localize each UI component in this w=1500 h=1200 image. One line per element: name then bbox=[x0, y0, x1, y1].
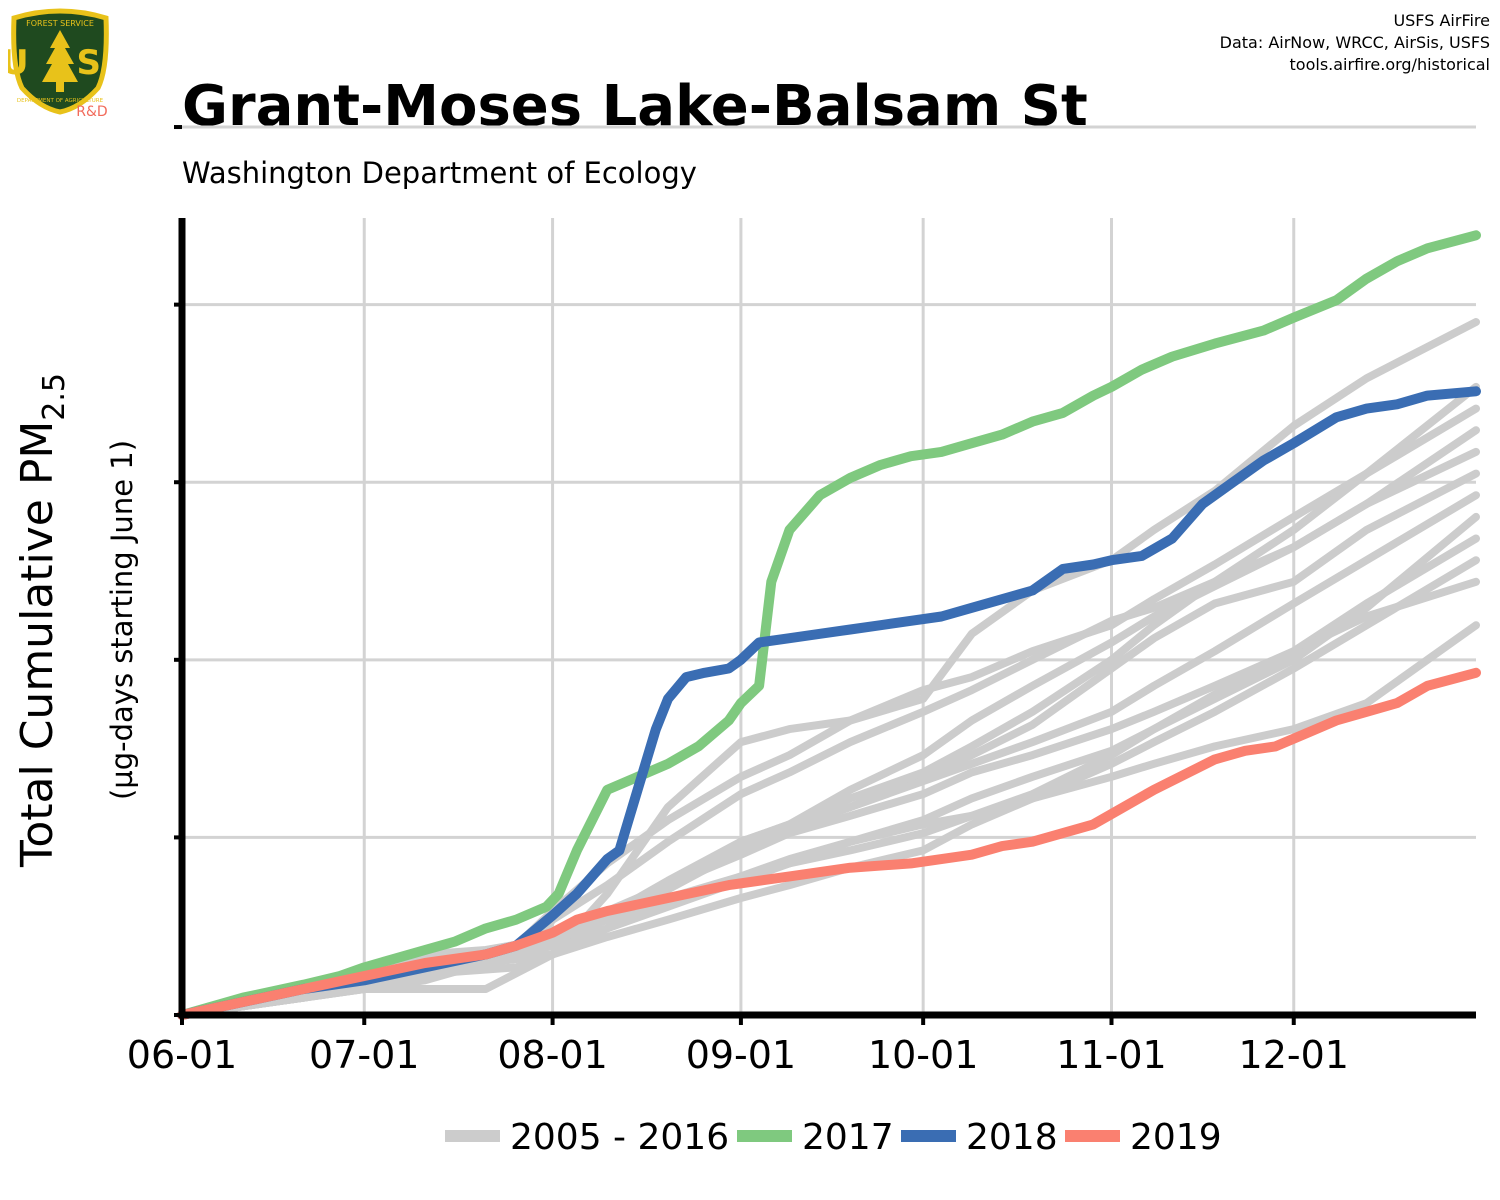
x-tick-label: 12-01 bbox=[1239, 1033, 1349, 1077]
credit-line: Data: AirNow, WRCC, AirSis, USFS bbox=[1219, 33, 1490, 52]
axes bbox=[174, 125, 1476, 1025]
y-axis-label-main: Total Cumulative PM bbox=[12, 421, 63, 868]
credits-block: USFS AirFire Data: AirNow, WRCC, AirSis,… bbox=[1220, 10, 1490, 76]
y-axis-label-sub: 2.5 bbox=[37, 373, 72, 421]
x-tick-label: 09-01 bbox=[686, 1033, 796, 1077]
chart-subtitle: Washington Department of Ecology bbox=[182, 156, 697, 190]
highlight-lines bbox=[177, 230, 1481, 1020]
x-tick-label: 06-01 bbox=[127, 1033, 237, 1077]
legend-label: 2005 - 2016 bbox=[510, 1117, 729, 1158]
y-axis-label: Total Cumulative PM2.5 bbox=[12, 373, 72, 868]
legend-label: 2019 bbox=[1130, 1117, 1222, 1158]
series-line-2018 bbox=[177, 386, 1481, 1020]
logo-letters: U S bbox=[8, 43, 112, 83]
historical-line bbox=[178, 512, 1480, 1019]
logo-top-text: FOREST SERVICE bbox=[26, 19, 94, 28]
logo-bottom-text: DEPARTMENT OF AGRICULTURE bbox=[17, 98, 104, 104]
x-tick-label: 10-01 bbox=[868, 1033, 978, 1077]
grid-layer bbox=[180, 125, 1476, 1015]
x-tick-label: 08-01 bbox=[497, 1033, 607, 1077]
legend-label: 2017 bbox=[802, 1117, 894, 1158]
legend: 2005 - 2016 2017 2018 2019 bbox=[445, 1117, 1222, 1158]
x-tick-label: 07-01 bbox=[309, 1033, 419, 1077]
x-tick-label: 11-01 bbox=[1056, 1033, 1166, 1077]
credit-line: USFS AirFire bbox=[1393, 11, 1490, 30]
y-axis-sublabel: (µg-days starting June 1) bbox=[105, 440, 139, 800]
historical-line bbox=[178, 404, 1480, 1019]
series-line-2017 bbox=[177, 230, 1481, 1020]
historical-lines bbox=[178, 318, 1480, 1019]
legend-label: 2018 bbox=[966, 1117, 1058, 1158]
x-tick-labels: 06-01 07-01 08-01 09-01 10-01 11-01 12-01 bbox=[127, 1033, 1349, 1077]
usfs-logo: U S FOREST SERVICE DEPARTMENT OF AGRICUL… bbox=[1, 8, 112, 120]
logo-badge: R&D bbox=[76, 104, 107, 120]
tree-icon bbox=[42, 30, 78, 92]
credit-line: tools.airfire.org/historical bbox=[1289, 55, 1490, 74]
series-line-2019 bbox=[177, 667, 1481, 1020]
